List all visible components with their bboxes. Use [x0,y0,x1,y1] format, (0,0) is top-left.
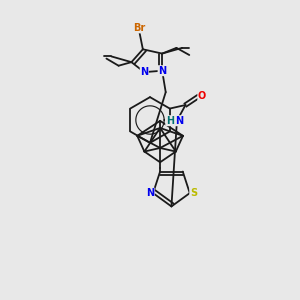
Text: N: N [140,67,148,77]
Text: N: N [158,66,166,76]
Text: S: S [190,188,197,198]
Text: N: N [175,116,183,126]
Text: Br: Br [133,23,145,33]
Text: H: H [166,116,174,126]
Text: O: O [198,92,206,101]
Text: N: N [146,188,154,198]
